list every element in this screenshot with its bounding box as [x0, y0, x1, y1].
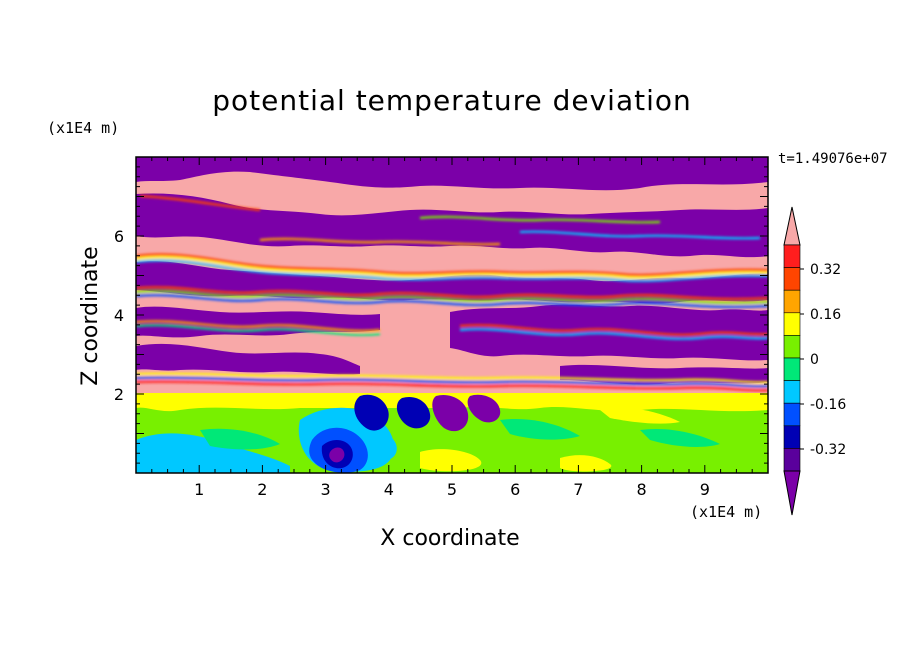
green-teal-patch	[200, 428, 280, 450]
colorbar-level	[783, 425, 801, 449]
purple-band	[136, 343, 360, 375]
green-teal-patch	[640, 428, 720, 447]
y-tick-label: 2	[114, 385, 124, 404]
purple-band	[136, 306, 380, 338]
front-fringes	[136, 194, 768, 392]
colorbar-level	[783, 244, 801, 268]
purple-band	[136, 261, 768, 304]
purple-band	[450, 304, 768, 361]
blue-plume	[354, 394, 389, 431]
time-label: t=1.49076e+07	[778, 151, 888, 167]
purple-plume	[432, 394, 469, 432]
colorbar-level	[783, 335, 801, 359]
colorbar-level	[783, 357, 801, 381]
colorbar-level	[783, 267, 801, 291]
colorbar-label: 0.32	[810, 262, 841, 278]
colorbar-label: 0	[810, 352, 819, 368]
cyan-plume	[136, 433, 290, 473]
cyan-plume	[366, 433, 397, 461]
x-tick-label: 5	[447, 480, 457, 499]
purple-band	[136, 157, 768, 191]
x-tick-label: 1	[194, 480, 204, 499]
green-teal-patch	[500, 418, 580, 440]
colorbar-level	[783, 402, 801, 427]
x-tick-label: 7	[573, 480, 583, 499]
colorbar-level	[783, 380, 801, 404]
x-tick-label: 6	[510, 480, 520, 499]
y-axis-unit: (x1E4 m)	[47, 119, 120, 137]
chart-title: potential temperature deviation	[212, 84, 692, 117]
colorbar-level	[783, 448, 801, 472]
y-tick-label: 6	[114, 227, 124, 246]
yellow-patch	[600, 407, 680, 424]
colorbar-label: -0.16	[810, 397, 846, 413]
x-tick-label: 9	[700, 480, 710, 499]
colorbar-extension-top	[783, 206, 801, 246]
colorbar-label: -0.32	[810, 442, 846, 458]
colorbar-level	[783, 312, 801, 336]
yellow-patch	[560, 455, 612, 472]
x-tick-label: 4	[384, 480, 394, 499]
x-axis-label: X coordinate	[380, 526, 520, 551]
x-axis-unit: (x1E4 m)	[690, 503, 763, 521]
plot-area	[136, 157, 768, 473]
x-tick-label: 8	[637, 480, 647, 499]
purple-plume	[467, 394, 501, 423]
purple-band	[136, 193, 768, 258]
yellow-patch	[420, 449, 482, 472]
y-tick-label: 4	[114, 306, 124, 325]
colorbar-label: 0.16	[810, 307, 841, 323]
colorbar: 0.32 0.16 0 -0.16 -0.32	[783, 206, 846, 516]
colorbar-level	[783, 289, 801, 314]
x-tick-label: 3	[321, 480, 331, 499]
blue-plume	[396, 396, 431, 429]
purple-plume	[329, 447, 345, 463]
axis-ticks: 1 2 3 4 5 6 7 8 9 2 4 6	[114, 156, 769, 499]
x-tick-label: 2	[257, 480, 267, 499]
colorbar-extension-bottom	[783, 470, 801, 516]
